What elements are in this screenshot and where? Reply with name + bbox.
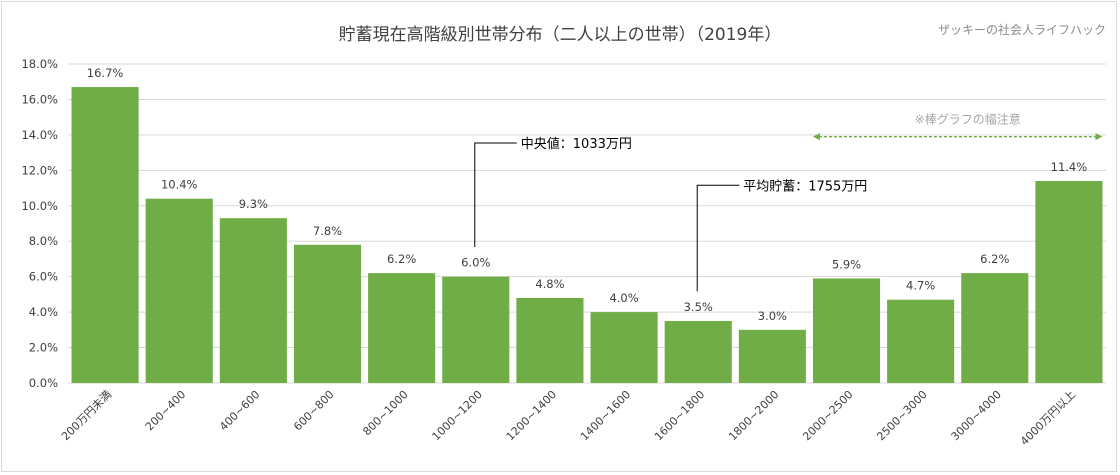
chart-title: 貯蓄現在高階級別世帯分布（二人以上の世帯）（2019年） — [339, 25, 782, 45]
bracket-note-text: ※棒グラフの幅注意 — [915, 112, 1021, 127]
x-tick-label: 400~600 — [217, 388, 262, 433]
bar — [812, 278, 881, 383]
y-tick-label: 4.0% — [29, 305, 58, 319]
x-tick-label: 1800~2000 — [726, 388, 781, 443]
y-tick-label: 0.0% — [29, 376, 58, 390]
bracket-arrow-right — [1095, 133, 1103, 141]
bar — [738, 329, 806, 383]
x-tick-label: 4000万円以上 — [1018, 388, 1078, 448]
y-tick-label: 2.0% — [29, 341, 58, 355]
bar — [961, 273, 1029, 383]
bracket-arrow-left — [812, 133, 820, 141]
data-label: 11.4% — [1051, 160, 1088, 174]
x-tick-label: 1600~1800 — [652, 388, 707, 443]
data-label: 4.8% — [535, 277, 564, 291]
data-label: 10.4% — [161, 178, 198, 192]
annotation-text: 平均貯蓄：1755万円 — [743, 179, 867, 194]
y-tick-label: 10.0% — [21, 199, 58, 213]
gridlines: 0.0% 2.0% 4.0% 6.0% 8.0% 10.0% 12.0% 14.0% 16.0%… — [21, 57, 1106, 390]
data-label: 5.9% — [832, 257, 861, 271]
annotation-leader — [474, 142, 517, 247]
data-label: 3.0% — [758, 309, 787, 323]
bar — [887, 299, 955, 383]
data-label: 9.3% — [239, 197, 268, 211]
bar — [293, 244, 362, 383]
data-label: 6.0% — [461, 256, 490, 270]
bar — [145, 198, 213, 383]
bar — [590, 312, 658, 383]
watermark-text: ザッキーの社会人ライフハック — [938, 22, 1106, 37]
y-tick-label: 14.0% — [21, 128, 58, 142]
data-label: 7.8% — [313, 224, 342, 238]
x-tick-label: 600~800 — [291, 388, 336, 433]
x-tick-label: 3000~4000 — [949, 388, 1004, 443]
annotation-leader — [696, 184, 740, 292]
data-label: 3.5% — [684, 300, 713, 314]
y-tick-label: 8.0% — [29, 234, 58, 248]
x-tick-label: 1000~1200 — [430, 388, 485, 443]
bar — [516, 297, 584, 383]
y-tick-label: 18.0% — [21, 57, 58, 71]
bar — [442, 276, 510, 383]
data-label: 4.7% — [906, 279, 935, 293]
data-label: 16.7% — [87, 66, 124, 80]
x-tick-label: 800~1000 — [360, 388, 410, 438]
y-tick-label: 16.0% — [21, 92, 58, 106]
data-label: 4.0% — [609, 291, 638, 305]
bar — [1035, 180, 1103, 383]
bar — [219, 218, 287, 383]
bar — [71, 87, 139, 384]
y-tick-label: 12.0% — [21, 163, 58, 177]
x-tick-label: 1400~1600 — [578, 388, 633, 443]
y-tick-label: 6.0% — [29, 270, 58, 284]
data-label: 6.2% — [387, 252, 416, 266]
x-tick-label: 1200~1400 — [504, 388, 559, 443]
x-tick-label: 200~400 — [143, 388, 188, 433]
x-tick-label: 2000~2500 — [800, 388, 855, 443]
annotation-text: 中央値：1033万円 — [521, 136, 632, 152]
data-label: 6.2% — [980, 252, 1009, 266]
x-tick-label: 2500~3000 — [874, 388, 929, 443]
x-tick-label: 200万円未満 — [59, 388, 114, 443]
bar — [664, 320, 732, 383]
bar — [368, 273, 436, 383]
